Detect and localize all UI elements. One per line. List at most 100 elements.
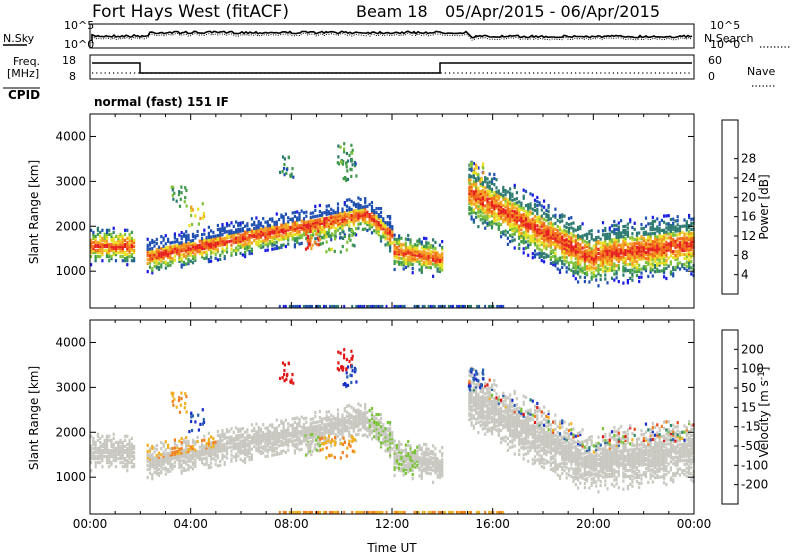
velocity-cell [239,433,242,437]
power-cell [271,239,274,243]
power-cell [613,232,616,236]
power-cell [337,304,340,308]
velocity-cell [248,445,251,450]
power-cell [635,255,639,259]
power-cell [266,228,269,232]
power-cell [402,255,405,259]
power-cell [153,258,156,262]
power-cell [246,230,249,234]
velocity-cell [239,447,242,451]
power-cell [601,245,605,249]
power-cell [221,239,224,243]
power-cell [420,240,423,244]
velocity-cell [264,446,267,450]
velocity-cell [157,457,161,461]
power-cell [241,239,244,243]
power-cell [219,231,222,235]
velocity-cell [205,458,208,462]
power-cell [626,222,629,226]
power-heatmap-cells [90,142,695,308]
noise-tick-right-bottom: 10^0 [710,38,740,51]
power-cell [588,266,591,270]
power-cell [429,262,432,266]
velocity-cell [382,439,385,443]
power-cell [155,264,158,268]
power-cell [180,243,183,247]
power-cell [285,171,288,175]
velocity-cell [330,419,333,423]
power-cell [590,265,593,269]
power-cell [194,236,197,240]
power-cell [164,250,167,254]
power-cell [524,226,528,230]
power-cell [255,232,258,236]
power-cell [490,204,494,208]
power-cell [543,221,546,225]
power-cell [527,207,530,211]
velocity-cell [112,442,115,446]
power-cell [253,230,256,235]
velocity-cell [244,461,247,465]
velocity-cell [266,450,269,454]
velocity-cell [325,436,328,441]
velocity-cell [355,414,358,419]
power-cell [266,220,269,224]
power-cell [540,234,543,238]
power-cell [642,232,645,237]
power-cell [398,236,401,240]
velocity-cell [364,421,367,425]
power-cell [658,241,661,245]
power-cell [470,191,473,195]
power-cell [112,236,115,240]
velocity-cell [293,445,296,449]
velocity-cell [114,459,118,463]
velocity-cell [352,419,355,423]
power-cell [94,238,97,242]
velocity-cell [155,448,158,452]
power-cell [169,263,172,267]
power-cell [601,257,605,261]
velocity-cell [94,463,97,467]
power-cell [250,241,253,245]
power-cell [354,164,357,168]
velocity-cell [350,405,353,409]
power-cell [610,224,614,228]
power-cell [522,235,525,239]
power-cell [384,221,387,225]
power-cell [488,221,491,225]
power-cell [565,242,568,246]
power-cell [522,239,525,243]
power-cell [656,227,659,231]
power-cell [239,223,242,227]
power-cell [681,236,684,240]
power-cell [364,221,367,225]
power-cell [359,208,362,212]
power-cell [280,245,283,249]
power-cell [533,223,537,227]
power-cell [155,260,158,264]
power-cell [656,241,659,245]
power-cell [669,242,672,246]
power-cell [275,226,278,230]
power-cell [244,224,247,228]
power-cell [319,304,321,308]
power-cell [451,304,454,308]
power-cell [577,272,580,276]
power-cell [488,202,491,206]
power-cell [486,193,489,197]
power-cell [126,248,129,253]
power-cell [310,236,313,240]
power-cell [385,304,388,308]
velocity-cell [155,464,158,468]
power-cell [350,217,353,222]
power-cell [318,220,321,224]
power-cell [90,228,93,232]
power-cell [581,266,584,270]
power-cell [273,231,276,235]
power-cell [674,227,677,231]
velocity-cell [207,449,210,454]
velocity-cell [126,434,129,438]
power-cell [472,218,475,222]
power-cell [235,246,238,250]
velocity-cell [287,422,290,426]
